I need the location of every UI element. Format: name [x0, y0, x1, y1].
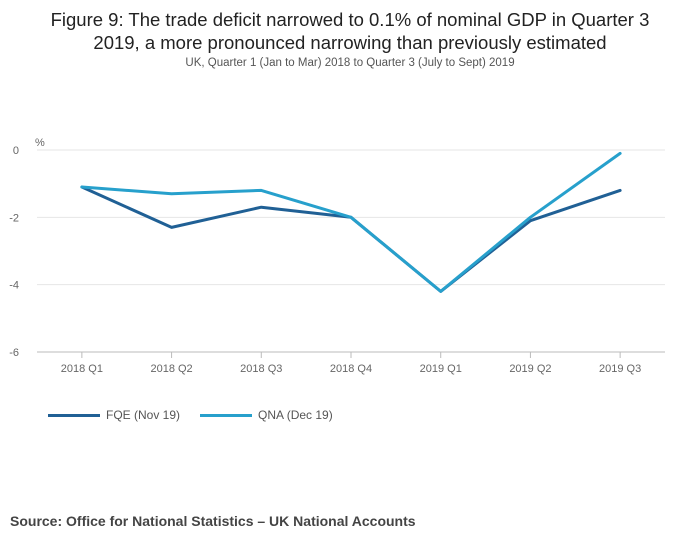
x-tick-label: 2018 Q2 [150, 363, 192, 375]
x-tick-label: 2019 Q2 [509, 363, 551, 375]
chart-legend: FQE (Nov 19) QNA (Dec 19) [48, 408, 353, 422]
x-tick-label: 2018 Q1 [61, 363, 103, 375]
legend-item-fqe: FQE (Nov 19) [48, 408, 180, 422]
x-tick-label: 2019 Q1 [420, 363, 462, 375]
y-tick-label: -4 [9, 280, 19, 292]
y-tick-label: 0 [13, 145, 19, 157]
x-tick-label: 2018 Q4 [330, 363, 372, 375]
y-tick-label: -6 [9, 347, 19, 359]
series-line-qna [80, 151, 622, 293]
y-tick-label: -2 [9, 212, 19, 224]
series-line-fqe [80, 185, 622, 293]
chart-title: Figure 9: The trade deficit narrowed to … [0, 8, 700, 54]
legend-swatch-qna [200, 413, 253, 417]
legend-label-qna: QNA (Dec 19) [258, 408, 333, 422]
legend-swatch-fqe [48, 413, 100, 417]
y-axis-label: % [35, 137, 45, 149]
legend-label-fqe: FQE (Nov 19) [106, 408, 181, 422]
x-tick-label: 2019 Q3 [599, 363, 641, 375]
source-note: Source: Office for National Statistics –… [10, 513, 416, 529]
chart-title-line-1: Figure 9: The trade deficit narrowed to … [50, 9, 650, 30]
chart-subtitle: UK, Quarter 1 (Jan to Mar) 2018 to Quart… [185, 57, 515, 69]
x-tick-label: 2018 Q3 [240, 363, 282, 375]
legend-item-qna: QNA (Dec 19) [200, 408, 333, 422]
chart-title-line-2: 2019, a more pronounced narrowing than p… [93, 32, 607, 53]
